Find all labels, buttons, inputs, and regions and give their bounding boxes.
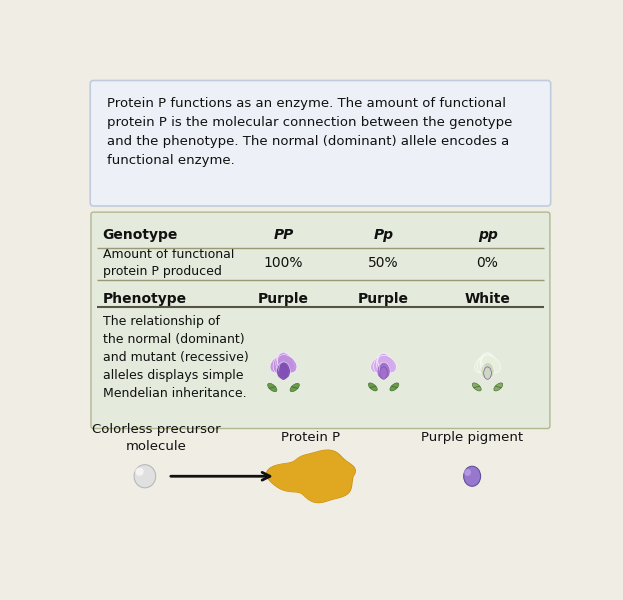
Ellipse shape (134, 464, 156, 488)
Text: Purple pigment: Purple pigment (421, 431, 523, 444)
Ellipse shape (377, 362, 388, 379)
Text: 100%: 100% (264, 256, 303, 270)
Ellipse shape (464, 469, 471, 476)
Ellipse shape (276, 352, 291, 374)
Ellipse shape (494, 383, 503, 391)
Text: 0%: 0% (477, 256, 498, 270)
Ellipse shape (378, 355, 396, 373)
Text: 50%: 50% (368, 256, 399, 270)
Ellipse shape (483, 362, 494, 379)
Ellipse shape (273, 353, 290, 374)
Text: White: White (465, 292, 510, 306)
Ellipse shape (378, 353, 394, 374)
Ellipse shape (464, 466, 480, 486)
Ellipse shape (279, 362, 290, 379)
Text: PP: PP (273, 228, 293, 242)
Ellipse shape (290, 383, 299, 392)
Ellipse shape (480, 353, 495, 374)
Ellipse shape (483, 367, 492, 379)
Text: Pp: Pp (374, 228, 394, 242)
Ellipse shape (268, 383, 277, 392)
Text: Purple: Purple (258, 292, 309, 306)
Ellipse shape (374, 353, 389, 374)
Text: Genotype: Genotype (103, 228, 178, 242)
Text: Colorless precursor
molecule: Colorless precursor molecule (92, 423, 221, 453)
Ellipse shape (475, 355, 493, 373)
Ellipse shape (481, 362, 492, 379)
Ellipse shape (135, 467, 144, 476)
Text: Amount of functional
protein P produced: Amount of functional protein P produced (103, 248, 234, 278)
Text: Phenotype: Phenotype (103, 292, 187, 306)
Ellipse shape (478, 353, 493, 374)
Ellipse shape (371, 355, 389, 373)
Ellipse shape (380, 367, 388, 379)
Text: Protein P functions as an enzyme. The amount of functional
protein P is the mole: Protein P functions as an enzyme. The am… (107, 97, 513, 167)
FancyBboxPatch shape (90, 80, 551, 206)
FancyBboxPatch shape (91, 212, 550, 428)
Ellipse shape (472, 383, 481, 391)
Ellipse shape (390, 383, 399, 391)
Text: Purple: Purple (358, 292, 409, 306)
Text: pp: pp (478, 228, 497, 242)
Text: Protein P: Protein P (281, 431, 340, 444)
Polygon shape (268, 451, 354, 502)
Ellipse shape (270, 355, 290, 373)
Text: The relationship of
the normal (dominant)
and mutant (recessive)
alleles display: The relationship of the normal (dominant… (103, 314, 249, 400)
Ellipse shape (277, 353, 294, 374)
Ellipse shape (280, 367, 287, 380)
Ellipse shape (379, 362, 390, 379)
Ellipse shape (482, 353, 498, 374)
Ellipse shape (368, 383, 378, 391)
Ellipse shape (376, 353, 391, 374)
Ellipse shape (277, 362, 288, 379)
Ellipse shape (482, 355, 500, 373)
Polygon shape (267, 450, 355, 503)
Ellipse shape (277, 355, 297, 373)
